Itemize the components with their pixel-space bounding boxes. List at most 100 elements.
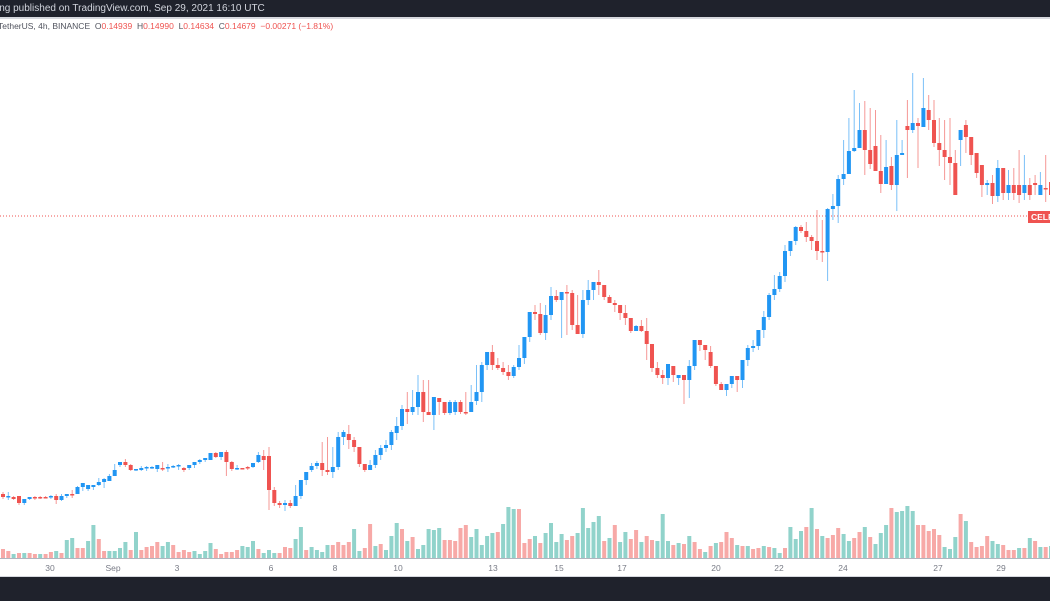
volume-bar — [320, 552, 325, 558]
volume-bar — [240, 546, 245, 558]
volume-bar — [517, 509, 521, 558]
candle-down — [703, 345, 708, 350]
candle-up — [139, 468, 144, 470]
time-axis[interactable]: 30 Sep 3 6 8 10 13 15 17 20 22 24 27 29 — [0, 558, 1050, 577]
volume-bar — [713, 543, 718, 558]
candle-down — [352, 440, 357, 447]
volume-bar — [261, 553, 266, 558]
volume-bar — [54, 551, 59, 558]
candle-up — [751, 346, 756, 348]
volume-bar — [394, 523, 399, 558]
candle-down — [612, 303, 617, 305]
candle-down — [123, 462, 128, 465]
low-label: L — [178, 21, 184, 31]
close-label: C — [218, 21, 225, 31]
candle-down — [948, 157, 952, 163]
volume-bar — [346, 542, 351, 558]
volume-bar — [251, 541, 255, 558]
candle-up — [298, 480, 303, 496]
volume-bar — [17, 553, 21, 558]
candle-up — [341, 432, 346, 437]
volume-bar — [937, 535, 942, 558]
volume-bar — [985, 536, 990, 558]
candle-down — [405, 409, 410, 412]
candle-up — [368, 465, 373, 470]
candle-up — [1022, 185, 1027, 193]
candle-up — [469, 402, 474, 412]
volume-bar — [586, 528, 591, 558]
candle-up — [330, 467, 335, 472]
candle-up — [453, 402, 458, 412]
volume-bar — [431, 530, 436, 558]
volume-bar — [767, 547, 772, 558]
candle-up — [894, 155, 899, 185]
candle-down — [713, 366, 718, 384]
candle-down — [639, 326, 644, 331]
volume-bar — [564, 540, 569, 558]
candle-up — [522, 337, 527, 358]
candle-down — [937, 143, 942, 150]
candle-up — [783, 251, 787, 276]
candle-up — [251, 463, 255, 467]
volume-bar — [697, 549, 702, 558]
candle-down — [1017, 185, 1022, 195]
candle-down — [804, 231, 809, 237]
candle-down — [490, 352, 495, 365]
candle-down — [868, 150, 873, 164]
volume-bar — [128, 550, 133, 558]
volume-bar — [160, 546, 165, 558]
candle-up — [666, 364, 670, 378]
volume-bar — [953, 537, 958, 558]
volume-bar — [213, 549, 218, 558]
volume-bar — [171, 545, 176, 558]
volume-bar — [102, 551, 107, 558]
volume-bar — [314, 550, 319, 558]
volume-bar — [1043, 547, 1048, 558]
candle-up — [155, 465, 160, 469]
volume-bar — [756, 548, 761, 558]
price-tag: CELR — [1028, 211, 1050, 223]
volume-bar — [490, 533, 495, 558]
bottom-bar — [0, 576, 1050, 601]
candle-up — [431, 397, 436, 415]
volume-bar — [990, 541, 995, 558]
candle-down — [623, 313, 628, 318]
candle-up — [22, 499, 27, 503]
volume-bar — [107, 551, 112, 558]
volume-bar — [235, 550, 240, 558]
candle-up — [836, 179, 841, 206]
candle-down — [1, 494, 5, 497]
volume-bar — [410, 537, 415, 558]
candle-up — [187, 465, 192, 468]
volume-bar — [447, 540, 452, 558]
volume-bar — [639, 542, 644, 558]
candle-up — [549, 296, 553, 315]
candle-up — [745, 348, 750, 360]
candle-down — [1001, 168, 1006, 193]
volume-bar — [267, 550, 271, 558]
volume-bar — [926, 531, 931, 558]
volume-bar — [868, 537, 873, 558]
volume-bar — [554, 542, 559, 558]
candle-down — [628, 318, 633, 331]
volume-bar — [1, 549, 5, 558]
x-tick-label: 29 — [996, 563, 1006, 573]
candle-up — [416, 392, 420, 407]
candle-down — [1033, 183, 1038, 185]
candle-up — [378, 448, 383, 455]
candle-up — [761, 317, 766, 330]
candle-up — [134, 469, 138, 471]
volume-bar — [602, 541, 607, 558]
volume-bar — [751, 549, 756, 558]
volume-bar — [607, 538, 612, 558]
candlestick-chart[interactable] — [0, 0, 1050, 560]
volume-bar — [825, 538, 830, 558]
volume-bar — [336, 542, 341, 558]
candle-down — [346, 434, 351, 440]
x-tick-label: 3 — [174, 563, 180, 573]
candle-down — [953, 163, 958, 195]
candle-down — [820, 251, 825, 253]
volume-bar — [1033, 541, 1038, 558]
volume-bar — [80, 548, 85, 558]
volume-bar — [59, 553, 64, 558]
